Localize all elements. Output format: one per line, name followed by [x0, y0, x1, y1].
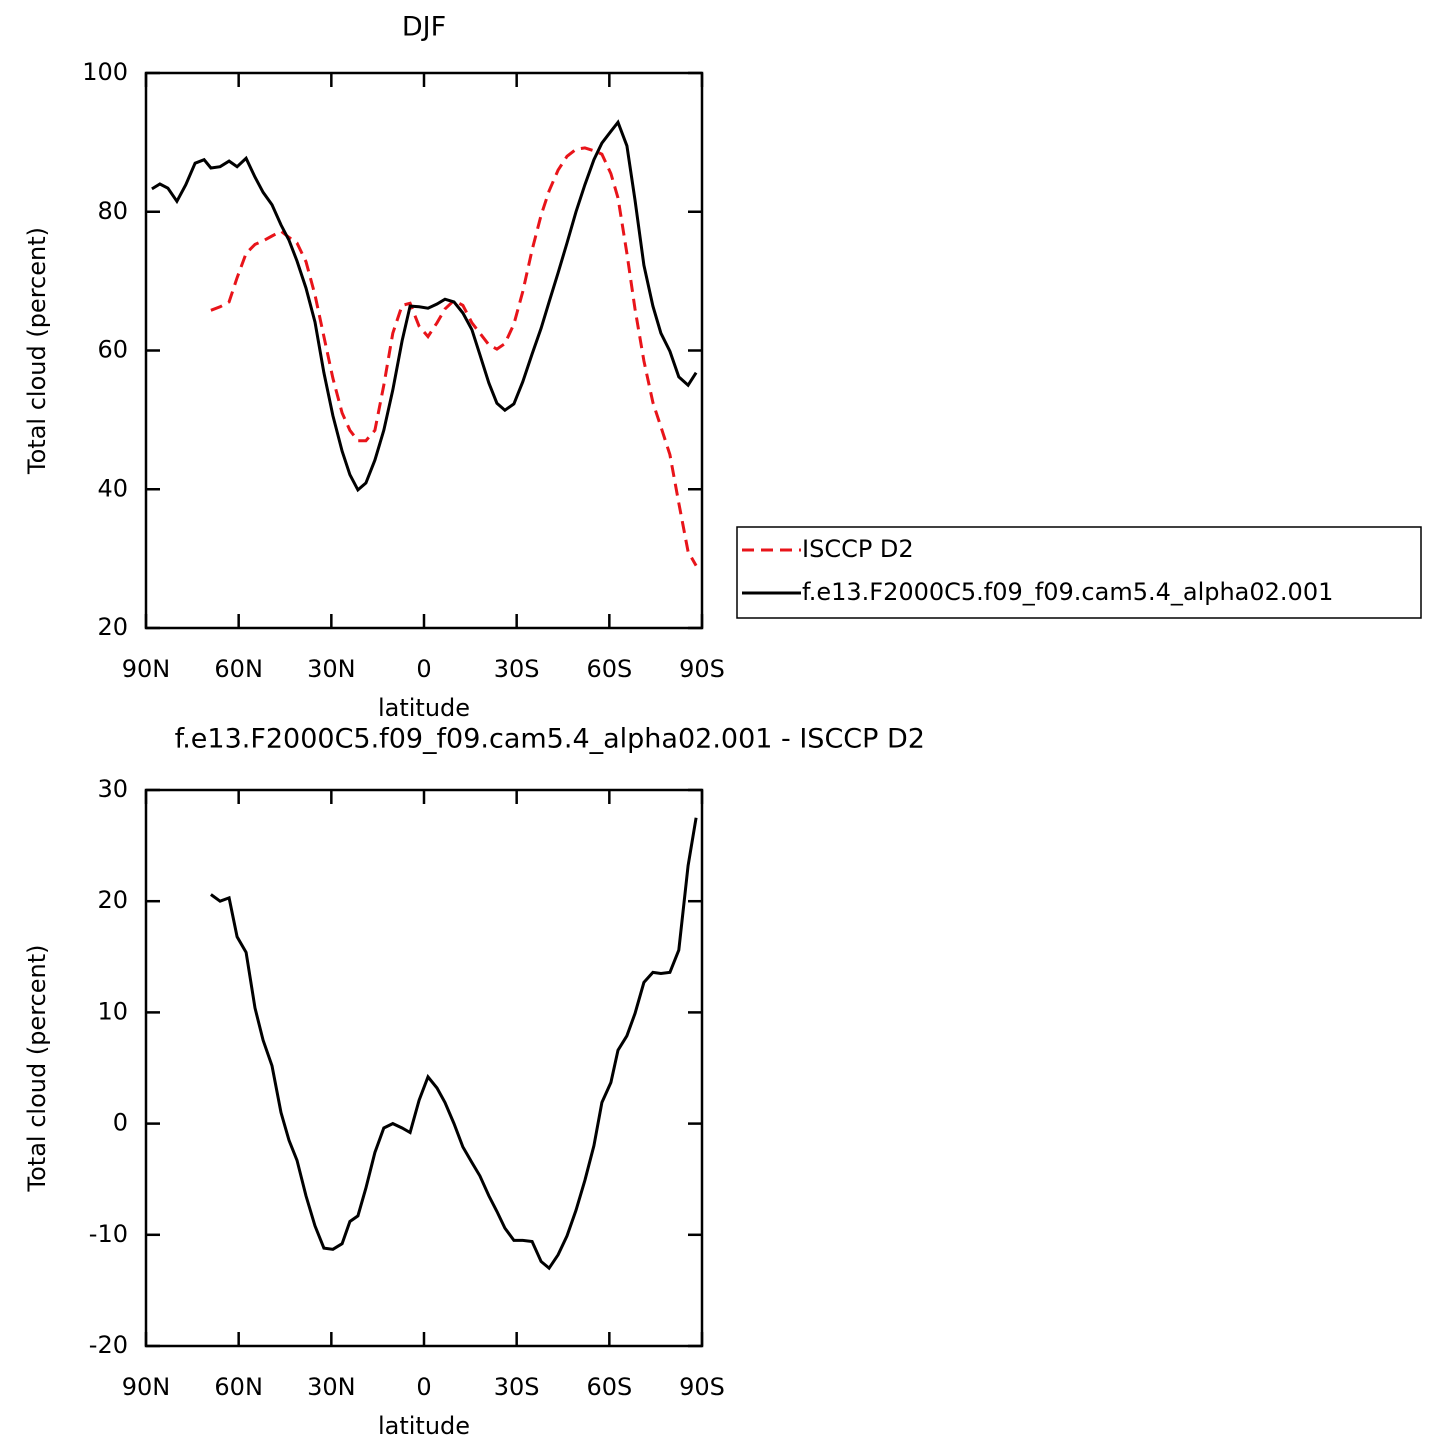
- y-tick-label: 10: [97, 997, 128, 1025]
- x-tick-label: 90N: [122, 1373, 171, 1401]
- plot-frame: [144, 71, 704, 630]
- y-tick-label: 40: [97, 474, 128, 502]
- data-line: [210, 146, 698, 567]
- x-tick-label: 0: [416, 655, 431, 683]
- x-axis-label: latitude: [378, 694, 470, 722]
- chart-title: f.e13.F2000C5.f09_f09.cam5.4_alpha02.001…: [175, 724, 925, 755]
- y-axis-label: Total cloud (percent): [23, 945, 51, 1193]
- x-tick-label: 90N: [122, 655, 171, 683]
- x-tick-label: 30N: [307, 1373, 356, 1401]
- x-tick-label: 60N: [214, 655, 263, 683]
- x-tick-label: 30N: [307, 655, 356, 683]
- chart-title: DJF: [402, 12, 446, 43]
- x-tick-label: 90S: [679, 1373, 725, 1401]
- y-tick-label: 20: [97, 886, 128, 914]
- data-line: [151, 119, 698, 493]
- x-tick-label: 60S: [586, 655, 632, 683]
- data-line: [210, 817, 698, 1271]
- x-axis-label: latitude: [378, 1412, 470, 1440]
- x-tick-label: 60S: [586, 1373, 632, 1401]
- y-tick-label: 60: [97, 336, 128, 364]
- y-axis-label: Total cloud (percent): [23, 227, 51, 475]
- x-tick-label: 30S: [494, 655, 540, 683]
- x-tick-label: 0: [416, 1373, 431, 1401]
- x-tick-label: 30S: [494, 1373, 540, 1401]
- y-tick-label: -20: [89, 1331, 128, 1359]
- y-tick-label: 0: [113, 1109, 128, 1137]
- x-tick-label: 60N: [214, 1373, 263, 1401]
- y-tick-label: 30: [97, 775, 128, 803]
- y-tick-label: -10: [89, 1220, 128, 1248]
- legend-label: f.e13.F2000C5.f09_f09.cam5.4_alpha02.001: [802, 578, 1333, 606]
- y-tick-label: 100: [82, 58, 128, 86]
- y-tick-label: 20: [97, 613, 128, 641]
- legend-box: [736, 526, 1422, 619]
- legend-label: ISCCP D2: [802, 535, 914, 563]
- y-tick-label: 80: [97, 197, 128, 225]
- plot-frame: [144, 788, 704, 1348]
- x-tick-label: 90S: [679, 655, 725, 683]
